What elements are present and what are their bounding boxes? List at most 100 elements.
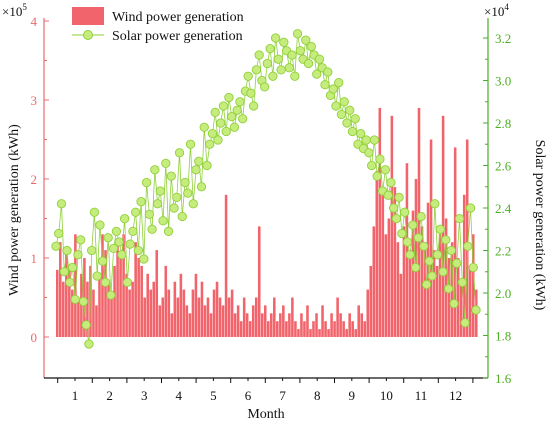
solar-point (328, 84, 338, 94)
wind-bar (300, 313, 303, 337)
solar-point (163, 226, 174, 237)
wind-bar (71, 289, 74, 337)
solar-point (207, 128, 218, 139)
wind-bar (369, 265, 373, 337)
wind-bar (387, 218, 391, 337)
solar-point (246, 88, 256, 98)
solar-point (89, 207, 100, 217)
wind-bar (423, 242, 427, 337)
left-axis-title: Wind power generation (kWh) (7, 124, 22, 296)
solar-point (133, 245, 144, 256)
wind-bar (173, 281, 177, 337)
wind-bar (405, 163, 409, 337)
solar-point (339, 97, 349, 107)
solar-point (122, 277, 133, 288)
wind-bar (342, 321, 345, 337)
solar-point (446, 245, 456, 256)
wind-bar (197, 297, 201, 337)
wind-bar (312, 321, 315, 337)
wind-bar (318, 329, 321, 337)
solar-point (394, 192, 404, 203)
solar-point (432, 250, 443, 260)
wind-bar (98, 273, 101, 337)
solar-point (166, 171, 176, 181)
x-tick-label: 8 (314, 388, 321, 403)
wind-bar (270, 313, 273, 337)
solar-point (73, 250, 83, 260)
solar-point (323, 67, 333, 77)
wind-bar (245, 313, 249, 337)
wind-bar (435, 265, 439, 337)
solar-point (191, 165, 201, 175)
wind-bar (260, 313, 264, 337)
solar-point (130, 207, 141, 217)
solar-point (435, 224, 445, 234)
wind-bar (294, 321, 297, 337)
wind-bar (59, 242, 62, 337)
solar-point (372, 171, 382, 181)
wind-bar (146, 273, 149, 337)
solar-point (54, 228, 64, 239)
wind-bar (291, 297, 294, 337)
solar-point (144, 209, 154, 220)
solar-point (51, 241, 61, 251)
wind-bar (185, 305, 189, 337)
wind-bar (95, 305, 98, 337)
wind-bar (179, 273, 183, 337)
x-tick-label: 9 (349, 388, 356, 403)
wind-bar (74, 234, 77, 337)
solar-point (345, 105, 355, 115)
solar-point (196, 182, 207, 192)
right-tick-label: 3.0 (495, 74, 511, 89)
wind-bar (411, 210, 415, 337)
solar-point (452, 258, 462, 268)
wind-bar (134, 242, 137, 337)
wind-bar (233, 313, 237, 337)
wind-bar (462, 194, 466, 337)
solar-point (78, 296, 89, 307)
wind-bar (182, 289, 186, 337)
wind-bar (282, 305, 285, 337)
legend-solar-label: Solar power generation (112, 29, 243, 44)
solar-point (331, 101, 341, 111)
solar-point (468, 262, 478, 273)
wind-bar (218, 297, 222, 337)
wind-bar (113, 265, 116, 337)
solar-point (183, 188, 193, 198)
solar-point (287, 50, 297, 60)
x-tick-label: 5 (210, 388, 217, 403)
wind-bar (279, 313, 282, 337)
solar-point (128, 226, 138, 237)
solar-point (419, 241, 429, 251)
wind-bar (167, 289, 171, 337)
wind-bar (119, 258, 122, 337)
solar-point (251, 65, 262, 75)
solar-point (430, 199, 440, 209)
solar-point (383, 190, 393, 200)
wind-bar (273, 297, 276, 337)
wind-bar (242, 297, 246, 337)
wind-bar (125, 273, 128, 337)
solar-point (238, 114, 248, 124)
wind-bar (402, 226, 406, 337)
right-axis-title: Solar power generation (kWh) (532, 140, 547, 311)
solar-point (114, 237, 124, 247)
wind-bar (468, 265, 472, 337)
x-tick-label: 2 (106, 388, 113, 403)
x-tick-label: 12 (449, 388, 462, 403)
wind-bar (128, 289, 131, 337)
wind-bar (336, 297, 339, 337)
right-tick-label: 2.2 (495, 244, 511, 259)
solar-point (463, 241, 473, 251)
solar-point (279, 37, 289, 47)
wind-bar (414, 179, 418, 337)
solar-point (408, 220, 418, 230)
wind-bar (170, 313, 174, 337)
solar-point (169, 203, 179, 213)
solar-point (416, 211, 426, 222)
wind-bar (297, 329, 300, 337)
wind-bar (140, 265, 143, 337)
solar-point (109, 243, 119, 254)
wind-bar (200, 281, 204, 337)
solar-point (243, 71, 253, 81)
